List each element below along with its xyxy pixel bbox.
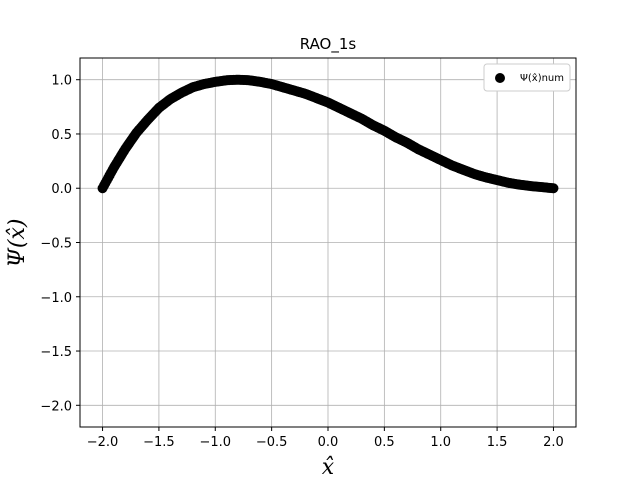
legend-entry-label: Ψ(x̂)num xyxy=(520,72,564,84)
y-tick-label: 1.0 xyxy=(51,74,72,89)
legend-marker xyxy=(495,73,505,83)
x-axis-label: x̂ xyxy=(322,455,335,480)
y-tick-label: −0.5 xyxy=(40,237,72,252)
data-point xyxy=(548,183,559,194)
x-tick-label: 1.0 xyxy=(430,435,451,450)
x-tick-label: −2.0 xyxy=(87,435,119,450)
y-tick-label: −1.5 xyxy=(40,345,72,360)
grid xyxy=(80,58,576,427)
y-tick-label: −1.0 xyxy=(40,291,72,306)
scatter-points xyxy=(97,74,559,194)
y-axis-label: Ψ(x̂) xyxy=(5,219,30,268)
legend-box xyxy=(483,63,571,92)
y-axis-ticks: −2.0 −1.5 −1.0 −0.5 0.0 0.5 1.0 xyxy=(40,74,80,414)
x-tick-label: 2.0 xyxy=(543,435,564,450)
x-tick-label: 1.5 xyxy=(487,435,508,450)
x-tick-label: −0.5 xyxy=(256,435,288,450)
x-tick-label: 0.5 xyxy=(374,435,395,450)
x-tick-label: −1.5 xyxy=(143,435,175,450)
x-axis-ticks: −2.0 −1.5 −1.0 −0.5 0.0 0.5 1.0 1.5 2.0 xyxy=(87,427,564,450)
y-tick-label: 0.5 xyxy=(51,128,72,143)
chart-title: RAO_1s xyxy=(300,35,357,54)
x-tick-label: 0.0 xyxy=(318,435,339,450)
y-tick-label: 0.0 xyxy=(51,182,72,197)
legend: Ψ(x̂)num xyxy=(483,63,571,92)
x-tick-label: −1.0 xyxy=(199,435,231,450)
y-tick-label: −2.0 xyxy=(40,399,72,414)
